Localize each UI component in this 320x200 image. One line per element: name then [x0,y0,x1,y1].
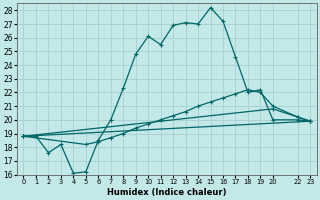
X-axis label: Humidex (Indice chaleur): Humidex (Indice chaleur) [107,188,227,197]
